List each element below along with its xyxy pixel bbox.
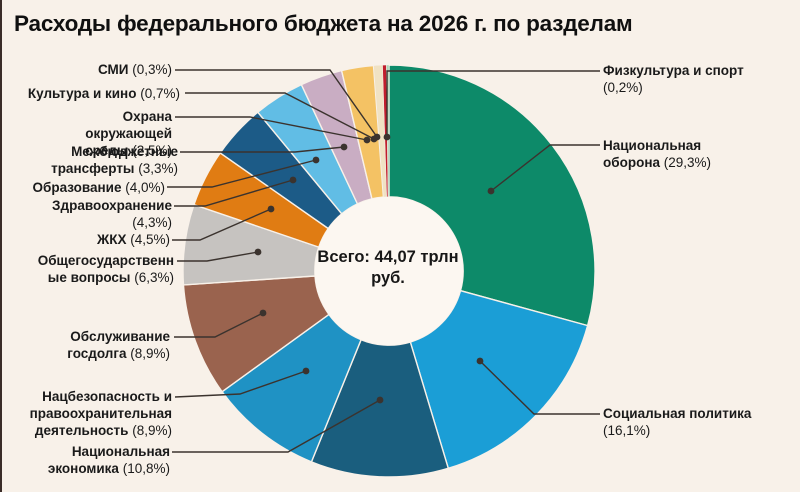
leader-line-smi — [175, 69, 378, 138]
left-edge-line — [0, 0, 2, 492]
total-line-2: руб. — [371, 269, 405, 287]
leader-line-transferty — [180, 146, 345, 153]
leader-dot-oborona — [487, 187, 495, 195]
label-oborona: Национальная оборона (29,3%) — [603, 138, 712, 170]
donut-hole — [314, 196, 464, 346]
leader-dot-fizkultura — [383, 133, 391, 141]
leader-dot-ohrana — [363, 136, 371, 144]
leader-dot-obrazovanie — [312, 156, 320, 164]
label-zhkh: ЖКХ (4,5%) — [97, 232, 170, 247]
label-obrazovanie: Образование (4,0%) — [32, 180, 165, 195]
label-gosdolg: Обслуживание госдолга (8,9%) — [67, 329, 170, 361]
label-obshchegos: Общегосударственные вопросы (6,3%) — [37, 253, 174, 285]
label-natsekonomika: Национальная экономика (10,8%) — [47, 444, 170, 476]
leader-dot-kultura — [370, 135, 378, 143]
label-smi: СМИ (0,3%) — [97, 62, 172, 77]
leader-dot-transferty — [340, 143, 348, 151]
leader-dot-natsekonomika — [376, 396, 384, 404]
leader-line-natsbez — [174, 370, 307, 398]
label-ohrana: Охрана окружающей среды (2,5%) — [85, 109, 172, 158]
label-sotspolitika: Социальная политика (16,1%) — [603, 406, 752, 438]
label-fizkultura: Физкультура и спорт (0,2%) — [603, 63, 744, 95]
leader-lines — [167, 69, 600, 453]
leader-line-kultura — [185, 92, 375, 140]
label-zdrav: Здравоохранение (4,3%) — [52, 198, 172, 230]
leader-line-natsekonomika — [172, 399, 381, 453]
page-title: Расходы федерального бюджета на 2026 г. … — [14, 11, 633, 36]
leader-dot-zhkh — [267, 205, 275, 213]
leader-line-oborona — [490, 144, 600, 192]
leader-dot-sotspolitika — [476, 357, 484, 365]
label-kultura: Культура и кино (0,7%) — [27, 86, 180, 101]
leader-line-obrazovanie — [167, 159, 317, 188]
label-natsbez: Нацбезопасность и правоохранительная дея… — [29, 389, 172, 438]
total-line-1: Всего: 44,07 трлн — [317, 248, 459, 266]
leader-line-zdrav — [174, 179, 294, 207]
donut-center-total: Всего: 44,07 трлн руб. — [308, 247, 468, 289]
leader-line-fizkultura — [386, 70, 600, 137]
leader-dot-zdrav — [289, 176, 297, 184]
leader-line-ohrana — [175, 116, 368, 141]
leader-line-gosdolg — [174, 312, 264, 338]
leader-dot-natsbez — [302, 367, 310, 375]
leader-line-sotspolitika — [479, 360, 600, 415]
label-transferty: Межбюджетные трансферты (3,3%) — [51, 144, 178, 176]
leader-dot-obshchegos — [254, 248, 262, 256]
leader-line-zhkh — [172, 208, 272, 241]
leader-line-obshchegos — [177, 251, 259, 262]
leader-dot-gosdolg — [259, 309, 267, 317]
